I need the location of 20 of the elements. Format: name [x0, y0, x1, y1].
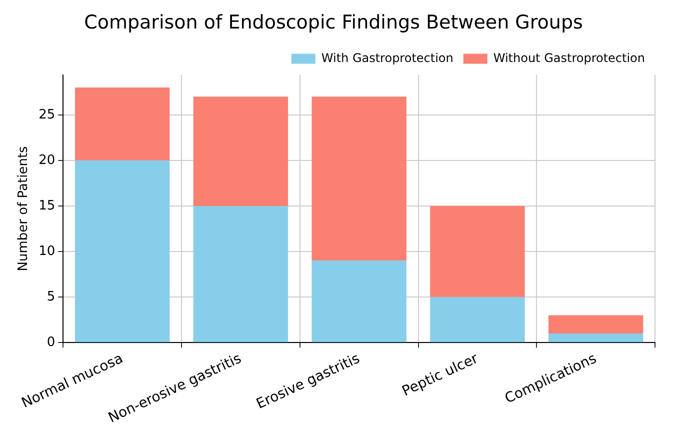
legend-label: Without Gastroprotection — [493, 50, 646, 65]
bar — [312, 260, 406, 342]
bar — [430, 297, 525, 342]
y-tick-label: 10 — [38, 244, 56, 259]
y-tick-label: 25 — [38, 107, 56, 122]
chart-title: Comparison of Endoscopic Findings Between Groups — [84, 11, 583, 34]
bar — [193, 206, 288, 342]
y-tick-label: 20 — [38, 152, 56, 168]
y-axis-title: Number of Patients — [16, 146, 32, 272]
y-tick-label: 5 — [46, 289, 56, 304]
y-tick-label: 0 — [46, 335, 56, 350]
bar — [312, 96, 406, 261]
y-tick-label: 15 — [38, 198, 56, 214]
bar — [548, 315, 644, 334]
bar — [193, 96, 288, 206]
legend-label: With Gastroprotection — [321, 50, 454, 65]
bar — [74, 160, 170, 342]
bar — [548, 334, 644, 342]
bar — [430, 206, 525, 298]
bar — [74, 88, 170, 160]
